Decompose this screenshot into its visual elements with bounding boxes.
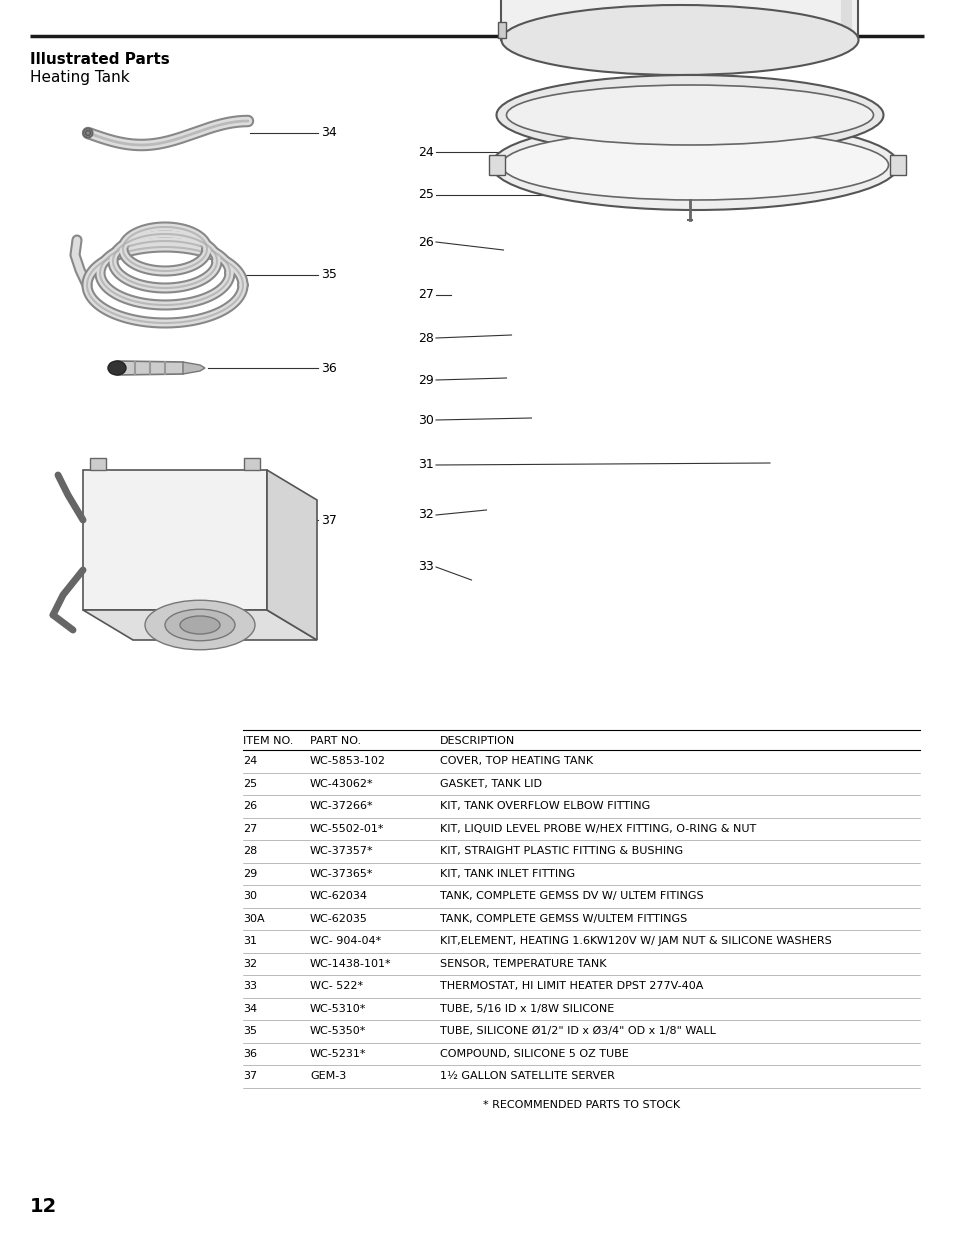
Text: WC-1438-101*: WC-1438-101* bbox=[310, 958, 392, 968]
Text: WC-62034: WC-62034 bbox=[310, 892, 368, 902]
Text: WC-5853-102: WC-5853-102 bbox=[310, 756, 386, 766]
Text: 31: 31 bbox=[417, 458, 434, 472]
Ellipse shape bbox=[501, 5, 858, 75]
Text: KIT, LIQUID LEVEL PROBE W/HEX FITTING, O-RING & NUT: KIT, LIQUID LEVEL PROBE W/HEX FITTING, O… bbox=[439, 824, 756, 834]
Text: 33: 33 bbox=[417, 561, 434, 573]
Text: KIT, STRAIGHT PLASTIC FITTING & BUSHING: KIT, STRAIGHT PLASTIC FITTING & BUSHING bbox=[439, 846, 682, 856]
Text: 27: 27 bbox=[243, 824, 257, 834]
Text: TUBE, 5/16 ID x 1/8W SILICONE: TUBE, 5/16 ID x 1/8W SILICONE bbox=[439, 1004, 614, 1014]
Text: 32: 32 bbox=[417, 509, 434, 521]
Text: WC-5502-01*: WC-5502-01* bbox=[310, 824, 384, 834]
Text: 1½ GALLON SATELLITE SERVER: 1½ GALLON SATELLITE SERVER bbox=[439, 1071, 615, 1082]
Polygon shape bbox=[117, 361, 190, 375]
Text: TANK, COMPLETE GEMSS W/ULTEM FITTINGS: TANK, COMPLETE GEMSS W/ULTEM FITTINGS bbox=[439, 914, 686, 924]
Text: 29: 29 bbox=[417, 373, 434, 387]
Text: KIT,ELEMENT, HEATING 1.6KW120V W/ JAM NUT & SILICONE WASHERS: KIT,ELEMENT, HEATING 1.6KW120V W/ JAM NU… bbox=[439, 936, 831, 946]
Ellipse shape bbox=[491, 120, 898, 210]
Text: 30: 30 bbox=[417, 414, 434, 426]
Text: 36: 36 bbox=[320, 362, 336, 374]
Text: WC-43062*: WC-43062* bbox=[310, 779, 374, 789]
Polygon shape bbox=[83, 471, 267, 610]
Text: WC-5350*: WC-5350* bbox=[310, 1026, 366, 1036]
Text: 36: 36 bbox=[243, 1049, 256, 1058]
Text: 30A: 30A bbox=[243, 914, 264, 924]
Text: GEM-3: GEM-3 bbox=[310, 1071, 346, 1082]
Text: 25: 25 bbox=[243, 779, 257, 789]
Text: DESCRIPTION: DESCRIPTION bbox=[439, 736, 515, 746]
Text: Illustrated Parts: Illustrated Parts bbox=[30, 52, 170, 67]
Text: 28: 28 bbox=[417, 331, 434, 345]
Text: WC-5310*: WC-5310* bbox=[310, 1004, 366, 1014]
Text: 29: 29 bbox=[243, 868, 257, 879]
Text: PART NO.: PART NO. bbox=[310, 736, 361, 746]
Text: WC- 522*: WC- 522* bbox=[310, 982, 363, 992]
Text: 37: 37 bbox=[243, 1071, 257, 1082]
Text: 24: 24 bbox=[417, 146, 434, 158]
Text: 25: 25 bbox=[417, 189, 434, 201]
Text: 26: 26 bbox=[417, 236, 434, 248]
Text: 35: 35 bbox=[320, 268, 336, 282]
Ellipse shape bbox=[86, 131, 91, 136]
Text: WC-5231*: WC-5231* bbox=[310, 1049, 366, 1058]
Polygon shape bbox=[183, 362, 205, 374]
Text: WC-37365*: WC-37365* bbox=[310, 868, 374, 879]
Ellipse shape bbox=[84, 128, 92, 137]
Ellipse shape bbox=[145, 600, 254, 650]
Text: ITEM NO.: ITEM NO. bbox=[243, 736, 294, 746]
Text: 26: 26 bbox=[243, 802, 257, 811]
Text: KIT, TANK INLET FITTING: KIT, TANK INLET FITTING bbox=[439, 868, 575, 879]
Text: 37: 37 bbox=[320, 514, 336, 526]
Bar bbox=[889, 156, 905, 175]
Text: 35: 35 bbox=[243, 1026, 256, 1036]
Text: COMPOUND, SILICONE 5 OZ TUBE: COMPOUND, SILICONE 5 OZ TUBE bbox=[439, 1049, 628, 1058]
Ellipse shape bbox=[506, 85, 873, 144]
Ellipse shape bbox=[496, 75, 882, 156]
Text: 34: 34 bbox=[243, 1004, 257, 1014]
Text: * RECOMMENDED PARTS TO STOCK: * RECOMMENDED PARTS TO STOCK bbox=[482, 1100, 679, 1110]
Bar bbox=[489, 156, 504, 175]
Polygon shape bbox=[83, 610, 316, 640]
Text: COVER, TOP HEATING TANK: COVER, TOP HEATING TANK bbox=[439, 756, 593, 766]
Text: 28: 28 bbox=[243, 846, 257, 856]
Bar bbox=[501, 0, 858, 40]
Text: THERMOSTAT, HI LIMIT HEATER DPST 277V-40A: THERMOSTAT, HI LIMIT HEATER DPST 277V-40… bbox=[439, 982, 702, 992]
Text: 24: 24 bbox=[243, 756, 257, 766]
Ellipse shape bbox=[501, 130, 887, 200]
Text: WC-62035: WC-62035 bbox=[310, 914, 368, 924]
Text: TUBE, SILICONE Ø1/2" ID x Ø3/4" OD x 1/8" WALL: TUBE, SILICONE Ø1/2" ID x Ø3/4" OD x 1/8… bbox=[439, 1026, 715, 1036]
Text: WC- 904-04*: WC- 904-04* bbox=[310, 936, 381, 946]
Text: Heating Tank: Heating Tank bbox=[30, 70, 130, 85]
Text: 27: 27 bbox=[417, 289, 434, 301]
Text: 33: 33 bbox=[243, 982, 256, 992]
Text: WC-37357*: WC-37357* bbox=[310, 846, 374, 856]
Text: 31: 31 bbox=[243, 936, 256, 946]
Text: 32: 32 bbox=[243, 958, 257, 968]
Text: 30: 30 bbox=[243, 892, 256, 902]
Text: GASKET, TANK LID: GASKET, TANK LID bbox=[439, 779, 541, 789]
Bar bbox=[244, 458, 260, 471]
Polygon shape bbox=[267, 471, 316, 640]
Text: 34: 34 bbox=[320, 126, 336, 140]
Ellipse shape bbox=[108, 361, 126, 375]
Text: KIT, TANK OVERFLOW ELBOW FITTING: KIT, TANK OVERFLOW ELBOW FITTING bbox=[439, 802, 650, 811]
Text: SENSOR, TEMPERATURE TANK: SENSOR, TEMPERATURE TANK bbox=[439, 958, 606, 968]
Bar bbox=[498, 22, 506, 38]
Ellipse shape bbox=[165, 609, 234, 641]
Text: WC-37266*: WC-37266* bbox=[310, 802, 374, 811]
Ellipse shape bbox=[180, 616, 220, 634]
Text: TANK, COMPLETE GEMSS DV W/ ULTEM FITINGS: TANK, COMPLETE GEMSS DV W/ ULTEM FITINGS bbox=[439, 892, 703, 902]
Bar bbox=[90, 458, 106, 471]
Text: 12: 12 bbox=[30, 1198, 57, 1216]
